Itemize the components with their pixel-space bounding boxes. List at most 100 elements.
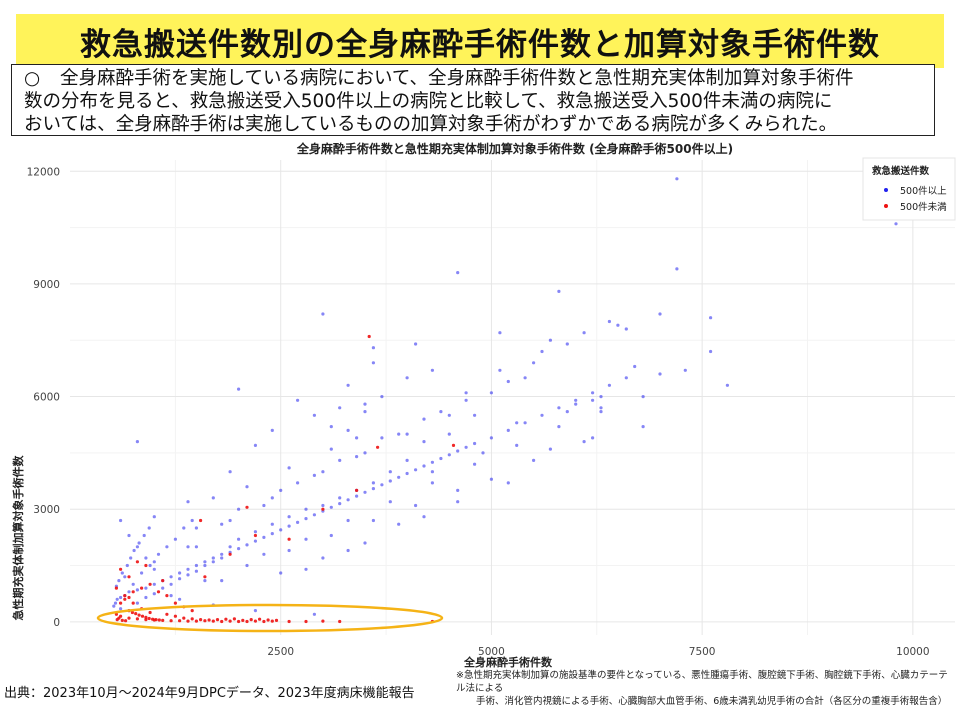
point-500-plus (237, 387, 241, 391)
point-500-plus (371, 481, 375, 485)
point-500-plus (321, 312, 325, 316)
point-500-plus (338, 496, 342, 500)
point-500-plus (532, 458, 536, 462)
point-500-plus (363, 410, 367, 414)
slide-title: 救急搬送件数別の全身麻酔手術件数と加算対象手術件数 (16, 14, 944, 68)
x-tick-label: 7500 (689, 646, 716, 658)
point-under-500 (376, 445, 380, 449)
y-tick-label: 3000 (33, 504, 60, 516)
point-500-plus (658, 372, 662, 376)
x-tick-label: 10000 (896, 646, 929, 658)
legend-label-under-500: 500件未満 (900, 201, 947, 213)
point-500-plus (140, 571, 144, 575)
point-500-plus (371, 518, 375, 523)
point-under-500 (190, 617, 194, 621)
point-500-plus (338, 406, 342, 410)
point-500-plus (321, 470, 325, 474)
point-500-plus (144, 586, 148, 590)
point-500-plus (548, 447, 553, 451)
point-500-plus (506, 481, 510, 485)
point-under-500 (140, 614, 145, 618)
point-500-plus (115, 597, 119, 601)
point-500-plus (119, 595, 123, 600)
point-under-500 (134, 612, 138, 616)
point-500-plus (565, 410, 569, 414)
point-under-500 (130, 610, 134, 615)
point-500-plus (211, 556, 215, 560)
source-note: 出典：2023年10月～2024年9月DPCデータ、2023年度病床機能報告 (4, 686, 415, 701)
point-500-plus (388, 479, 392, 483)
point-500-plus (548, 338, 553, 342)
point-500-plus (112, 604, 116, 608)
point-under-500 (190, 609, 194, 613)
y-tick-label: 9000 (33, 279, 60, 291)
point-500-plus (430, 481, 434, 485)
point-500-plus (270, 532, 274, 536)
point-500-plus (190, 518, 194, 523)
point-under-500 (137, 613, 141, 617)
point-500-plus (388, 500, 392, 504)
point-500-plus (129, 556, 133, 560)
point-under-500 (123, 594, 127, 598)
point-under-500 (338, 619, 342, 624)
point-500-plus (607, 319, 612, 324)
point-500-plus (296, 520, 300, 524)
point-500-plus (675, 267, 679, 271)
point-500-plus (220, 579, 224, 583)
point-under-500 (245, 505, 249, 509)
chart-legend: 救急搬送件数 500件以上 500件未満 (862, 157, 956, 221)
point-500-plus (405, 471, 409, 476)
point-500-plus (473, 441, 477, 446)
point-under-500 (120, 618, 124, 622)
chart-title: 全身麻酔手術件数と急性期充実体制加算対象手術件数 (全身麻酔手術500件以上) (296, 141, 733, 156)
point-500-plus (439, 410, 443, 414)
point-under-500 (262, 619, 266, 624)
point-under-500 (224, 617, 228, 621)
point-under-500 (215, 618, 220, 622)
point-under-500 (161, 618, 165, 622)
point-under-500 (161, 579, 165, 583)
point-500-plus (371, 346, 375, 350)
point-under-500 (144, 563, 148, 568)
point-500-plus (173, 537, 177, 541)
point-500-plus (135, 545, 139, 549)
point-500-plus (321, 503, 325, 508)
point-500-plus (709, 349, 713, 354)
point-500-plus (237, 537, 241, 541)
point-500-plus (178, 571, 182, 575)
point-500-plus (346, 548, 350, 553)
point-500-plus (253, 609, 257, 613)
point-under-500 (127, 595, 131, 600)
point-under-500 (127, 575, 131, 579)
point-under-500 (203, 575, 207, 579)
point-500-plus (131, 582, 135, 586)
point-500-plus (228, 545, 232, 549)
point-500-plus (312, 513, 316, 517)
point-500-plus (203, 579, 207, 583)
point-under-500 (131, 601, 135, 605)
point-500-plus (169, 594, 173, 598)
point-500-plus (515, 443, 519, 447)
point-under-500 (287, 537, 291, 541)
point-500-plus (574, 402, 578, 406)
point-500-plus (565, 342, 569, 346)
point-under-500 (220, 619, 224, 624)
point-under-500 (119, 567, 123, 571)
point-500-plus (363, 402, 367, 406)
point-500-plus (557, 425, 561, 429)
point-500-plus (245, 563, 249, 568)
point-500-plus (430, 460, 434, 464)
point-under-500 (249, 618, 253, 622)
point-500-plus (405, 432, 409, 436)
footnote: ※急性期充実体制加算の施設基準の要件となっている、悪性腫瘍手術、腹腔鏡下手術、胸… (456, 669, 956, 708)
point-500-plus (262, 552, 266, 556)
point-500-plus (430, 470, 434, 474)
y-tick-label: 0 (53, 617, 60, 629)
point-500-plus (312, 473, 316, 477)
point-500-plus (329, 425, 333, 429)
point-under-500 (117, 616, 121, 620)
point-under-500 (237, 619, 241, 624)
point-500-plus (329, 533, 333, 538)
point-500-plus (371, 361, 375, 365)
point-500-plus (178, 577, 182, 581)
